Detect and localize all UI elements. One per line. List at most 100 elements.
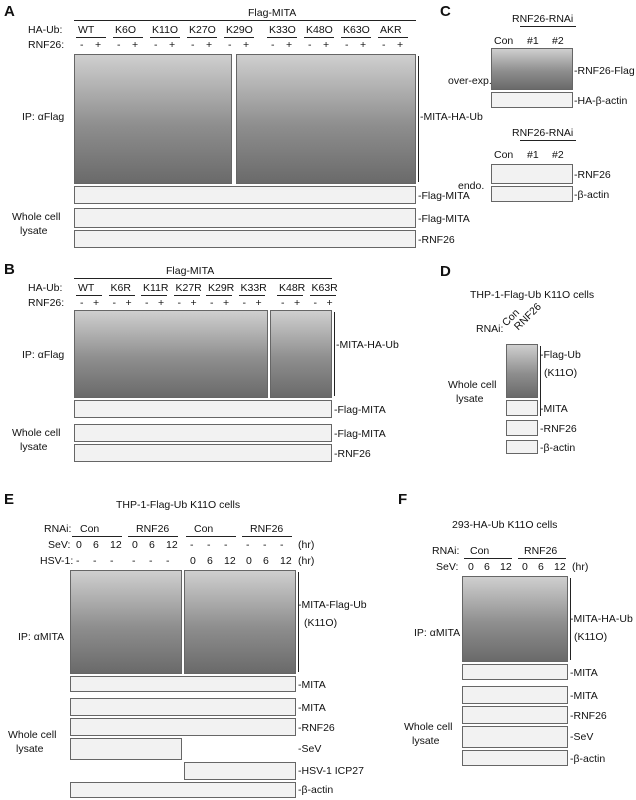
a-blot-ub-left <box>74 54 232 184</box>
e-hsv-con2-0: 0 <box>190 555 196 567</box>
a-plus-4: + <box>243 39 250 51</box>
e-ip-label: IP: αMITA <box>18 631 65 643</box>
b-group-line-1 <box>108 295 135 296</box>
a-plus-3: + <box>206 39 213 51</box>
e-sev-label: SeV: <box>48 539 71 551</box>
c-lane-1-2: #1 <box>527 149 539 161</box>
a-group-3: K27O <box>189 24 216 36</box>
a-group-2: K11O <box>152 24 179 36</box>
e-sev-rnf2-1: - <box>263 539 267 551</box>
b-group-line-5 <box>238 295 265 296</box>
e-hr2: (hr) <box>298 555 315 567</box>
b-minus-1: - <box>112 297 117 309</box>
e-blot-mita2 <box>70 698 296 716</box>
f-rnai-line-rnf <box>518 558 566 559</box>
a-group-line-0 <box>76 37 106 38</box>
c-blot-actin <box>491 186 573 202</box>
c-title2: RNF26-RNAi <box>512 127 574 139</box>
e-hsv-rnf1-0: - <box>132 555 136 567</box>
a-wcl2: lysate <box>20 225 48 237</box>
b-minus-7: - <box>313 297 318 309</box>
e-hr1: (hr) <box>298 539 315 551</box>
a-top-line <box>74 20 416 21</box>
a-blot-flag2 <box>74 208 416 228</box>
a-group-5: K33O <box>269 24 296 36</box>
f-hr: (hr) <box>572 561 589 573</box>
b-blot-flag1 <box>74 400 332 418</box>
a-minus-5: - <box>271 39 275 51</box>
b-blot-ub-right <box>270 310 332 398</box>
a-group-line-7 <box>341 37 371 38</box>
d-label-ub1: -Flag-Ub <box>540 349 581 361</box>
e-sev-con1-0: 0 <box>76 539 82 551</box>
panel-letter-c: C <box>440 3 451 20</box>
c-overexp-label: over-exp. <box>448 75 492 87</box>
a-group-line-3 <box>187 37 217 38</box>
e-hsv-rnf2-2: 12 <box>280 555 292 567</box>
a-group-line-6 <box>304 37 334 38</box>
a-ub-bracket <box>418 56 419 182</box>
d-rnai-label: RNAi: <box>476 323 504 335</box>
b-plus-3: + <box>190 297 197 309</box>
c-title1: RNF26-RNAi <box>512 13 574 25</box>
b-plus-5: + <box>255 297 262 309</box>
e-sev-con2-2: - <box>224 539 228 551</box>
f-ub-bracket <box>570 578 571 660</box>
e-hsv-con1-0: - <box>76 555 80 567</box>
e-blot-ub-left <box>70 570 182 674</box>
b-minus-3: - <box>177 297 182 309</box>
e-ub-bracket <box>298 572 299 672</box>
b-group-0: WT <box>78 282 95 294</box>
panel-letter-b: B <box>4 261 15 278</box>
e-sev-rnf2-0: - <box>246 539 250 551</box>
b-plus-1: + <box>125 297 132 309</box>
e-wcl2: lysate <box>16 743 44 755</box>
c-blot-overexp <box>491 48 573 90</box>
b-plus-7: + <box>326 297 333 309</box>
b-label-flag2: -Flag-MITA <box>334 428 386 440</box>
f-label-ub1: -MITA-HA-Ub <box>570 613 633 625</box>
b-wcl2: lysate <box>20 441 48 453</box>
d-label-ub2: (K11O) <box>544 367 578 379</box>
e-rnai-con2: Con <box>194 523 214 535</box>
e-label-mita1: -MITA <box>298 679 326 691</box>
a-group-line-5 <box>267 37 297 38</box>
b-group-1: K6R <box>110 282 131 294</box>
e-sev-rnf2-2: - <box>280 539 284 551</box>
panel-letter-a: A <box>4 3 15 20</box>
panel-letter-e: E <box>4 491 15 508</box>
d-wcl1: Whole cell <box>448 379 497 391</box>
c-lane-2-1: #2 <box>552 35 564 47</box>
b-wcl1: Whole cell <box>12 427 61 439</box>
f-label-rnf26: -RNF26 <box>570 710 607 722</box>
d-blot-mita <box>506 400 538 416</box>
b-group-5: K33R <box>240 282 267 294</box>
b-group-6: K48R <box>279 282 306 294</box>
a-group-7: K63O <box>343 24 370 36</box>
e-blot-icp27 <box>184 762 296 780</box>
e-label-rnf26: -RNF26 <box>298 722 335 734</box>
f-label-ub2: (K11O) <box>574 631 608 643</box>
e-rnai-line-con2 <box>186 536 236 537</box>
e-blot-ub-right <box>184 570 296 674</box>
f-wcl2: lysate <box>412 735 440 747</box>
a-minus-1: - <box>117 39 121 51</box>
e-rnai-line-rnf2 <box>242 536 292 537</box>
d-wcl2: lysate <box>456 393 484 405</box>
a-label-ub: -MITA-HA-Ub <box>420 111 483 123</box>
a-ip-label: IP: αFlag <box>22 111 65 123</box>
b-top-line <box>74 278 332 279</box>
b-group-line-4 <box>206 295 232 296</box>
e-sev-rnf1-1: 6 <box>149 539 155 551</box>
b-group-3: K27R <box>175 282 202 294</box>
c-label-rnf26: -RNF26 <box>574 169 611 181</box>
c-blot-rnf26 <box>491 164 573 184</box>
b-haub-label: HA-Ub: <box>28 282 63 294</box>
a-minus-6: - <box>308 39 312 51</box>
b-blot-rnf <box>74 444 332 462</box>
f-blot-ub <box>462 576 568 662</box>
a-group-line-4 <box>224 37 254 38</box>
b-blot-flag2 <box>74 424 332 442</box>
f-ip-label: IP: αMITA <box>414 627 461 639</box>
e-sev-con2-1: - <box>207 539 211 551</box>
